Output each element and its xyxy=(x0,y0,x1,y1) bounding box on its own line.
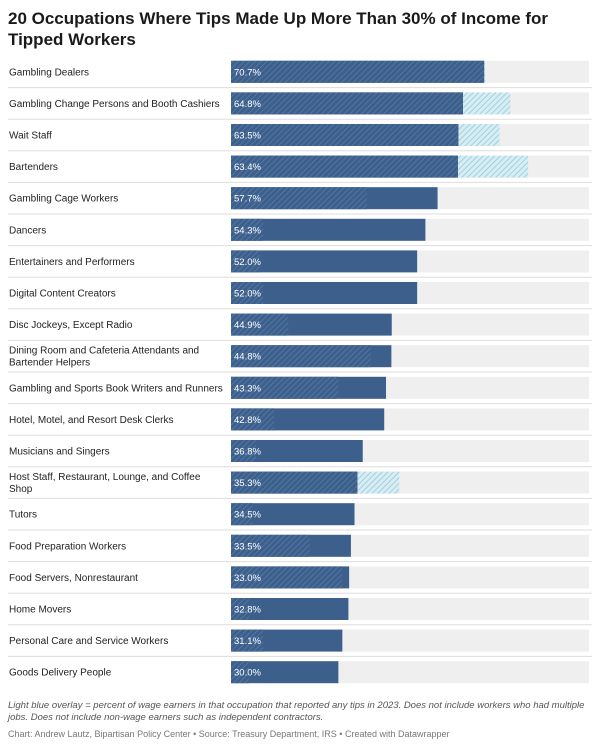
value-label: 33.0% xyxy=(234,573,261,584)
value-label: 43.3% xyxy=(234,383,261,394)
value-label: 42.8% xyxy=(234,415,261,426)
value-label: 70.7% xyxy=(234,67,261,78)
overlay-bar-inner xyxy=(231,534,310,557)
value-label: 34.5% xyxy=(234,510,261,521)
overlay-bar-inner xyxy=(231,250,260,273)
bar-chart: Gambling Dealers 70.7% Gambling Change Per… xyxy=(8,60,592,684)
bar xyxy=(231,282,418,304)
category-label: Host Staff, Restaurant, Lounge, and Coff… xyxy=(9,472,201,495)
category-label: Dancers xyxy=(9,225,46,236)
overlay-bar-inner xyxy=(231,155,458,178)
value-label: 32.8% xyxy=(234,605,261,616)
overlay-bar-inner xyxy=(231,187,368,210)
value-label: 31.1% xyxy=(234,636,261,647)
bar xyxy=(231,598,349,620)
category-label: Digital Content Creators xyxy=(9,289,116,300)
chart-title: 20 Occupations Where Tips Made Up More T… xyxy=(8,9,549,49)
category-label: Gambling Cage Workers xyxy=(9,194,118,205)
category-label: Gambling Dealers xyxy=(9,67,89,78)
bar xyxy=(231,440,363,462)
overlay-bar-inner xyxy=(231,124,459,146)
category-label: Musicians and Singers xyxy=(9,447,110,458)
category-label: Hotel, Motel, and Resort Desk Clerks xyxy=(9,415,174,426)
category-label: Personal Care and Service Workers xyxy=(9,636,168,647)
value-label: 63.5% xyxy=(234,131,261,142)
category-label: Bartenders xyxy=(9,162,58,173)
category-label: Food Servers, Nonrestaurant xyxy=(9,573,138,584)
overlay-bar-inner xyxy=(231,440,257,462)
value-label: 44.8% xyxy=(234,352,261,363)
overlay-bar-inner xyxy=(231,598,249,620)
category-label: Gambling Change Persons and Booth Cashie… xyxy=(9,99,220,110)
bar xyxy=(231,250,418,273)
overlay-bar-inner xyxy=(231,661,249,684)
category-label: Tutors xyxy=(9,510,37,521)
overlay-bar-inner xyxy=(231,313,289,336)
overlay-bar-inner xyxy=(231,92,463,115)
value-label: 35.3% xyxy=(234,478,261,489)
overlay-bar-inner xyxy=(231,345,371,368)
value-label: 36.8% xyxy=(234,447,261,458)
overlay-bar-inner xyxy=(231,282,264,304)
category-label: Wait Staff xyxy=(9,131,52,142)
overlay-bar-inner xyxy=(231,566,342,589)
value-label: 30.0% xyxy=(234,668,261,679)
value-label: 54.3% xyxy=(234,225,261,236)
category-label: Entertainers and Performers xyxy=(9,257,135,268)
bar xyxy=(231,503,355,526)
value-label: 52.0% xyxy=(234,289,261,300)
value-label: 64.8% xyxy=(234,99,261,110)
value-label: 57.7% xyxy=(234,194,261,205)
value-label: 63.4% xyxy=(234,162,261,173)
category-label: Gambling and Sports Book Writers and Run… xyxy=(9,383,223,394)
chart-note: Light blue overlay = percent of wage ear… xyxy=(8,700,585,723)
value-label: 44.9% xyxy=(234,320,261,331)
chart-credit: Chart: Andrew Lautz, Bipartisan Policy C… xyxy=(8,729,450,739)
bar xyxy=(231,661,339,684)
category-label: Food Preparation Workers xyxy=(9,541,126,552)
bar xyxy=(231,218,426,241)
overlay-bar-inner xyxy=(231,408,274,431)
overlay-bar-inner xyxy=(231,629,264,652)
overlay-bar-inner xyxy=(231,218,264,241)
value-label: 33.5% xyxy=(234,541,261,552)
value-label: 52.0% xyxy=(234,257,261,268)
overlay-bar-inner xyxy=(231,503,253,526)
overlay-bar-inner xyxy=(231,471,358,494)
category-label: Disc Jockeys, Except Radio xyxy=(9,320,133,331)
category-label: Dining Room and Cafeteria Attendants and… xyxy=(9,346,199,369)
category-label: Home Movers xyxy=(9,605,71,616)
category-label: Goods Delivery People xyxy=(9,668,112,679)
overlay-bar-inner xyxy=(231,376,339,399)
overlay-bar-inner xyxy=(231,60,485,83)
